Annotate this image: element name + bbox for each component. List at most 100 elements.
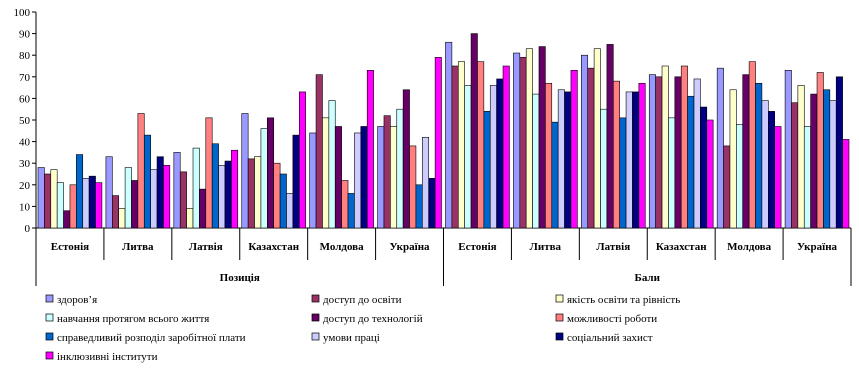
bar-position-1-series-1 [112, 195, 120, 229]
bar-position-2-series-6 [211, 143, 219, 229]
y-tick-label-6: 60 [19, 93, 31, 105]
bar-score-3-series-4 [674, 76, 682, 229]
bar-score-2-series-9 [638, 82, 646, 229]
bar-position-2-series-5 [205, 117, 213, 229]
bar-score-1-series-6 [551, 121, 559, 229]
bar-score-4-series-0 [716, 67, 724, 229]
legend-label-5: можливості роботи [567, 313, 657, 325]
x-group-label-1: Бали [635, 272, 661, 284]
y-tick-label-10: 100 [14, 7, 31, 19]
legend-label-6: справедливий розподіл заробітної плати [57, 332, 246, 344]
bar-score-4-series-3 [736, 124, 744, 229]
bar-position-1-series-8 [156, 156, 164, 229]
x-category-label: Казахстан [248, 241, 299, 253]
bar-position-4-series-3 [328, 100, 336, 229]
bar-score-3-series-0 [648, 74, 656, 229]
bar-score-3-series-9 [706, 119, 714, 229]
bar-score-1-series-3 [532, 93, 540, 229]
bar-score-5-series-7 [829, 100, 837, 229]
bar-position-4-series-0 [309, 132, 317, 229]
bar-position-3-series-4 [267, 117, 275, 229]
legend-label-1: доступ до освіти [323, 294, 402, 306]
bar-position-3-series-2 [254, 156, 262, 229]
bar-score-4-series-5 [748, 61, 756, 229]
bar-position-5-series-3 [396, 108, 404, 229]
bar-score-1-series-7 [557, 89, 565, 229]
bar-position-1-series-6 [143, 134, 151, 229]
bar-position-3-series-9 [298, 91, 306, 229]
bar-score-3-series-3 [668, 117, 676, 229]
x-category-label: Литва [530, 241, 562, 253]
bar-position-2-series-0 [173, 152, 181, 229]
bar-position-0-series-7 [82, 178, 90, 229]
legend-label-8: соціальний захист [567, 332, 653, 344]
legend-label-2: якість освіти та рівність [567, 294, 680, 306]
bar-score-1-series-1 [519, 57, 527, 229]
bar-score-1-series-0 [513, 52, 521, 229]
y-tick-label-7: 70 [19, 72, 31, 84]
bar-position-1-series-0 [105, 156, 113, 229]
bar-score-4-series-4 [742, 74, 750, 229]
bar-position-0-series-6 [76, 154, 84, 229]
bar-position-3-series-6 [279, 173, 287, 229]
bar-score-5-series-6 [823, 89, 831, 229]
bar-score-3-series-5 [680, 65, 688, 229]
bar-score-4-series-9 [774, 126, 782, 229]
bar-position-4-series-7 [354, 132, 362, 229]
x-group-label-0: Позиція [220, 272, 260, 284]
bar-score-0-series-8 [496, 78, 504, 229]
chart-labels: 0 10 20 30 40 50 60 70 80 90 100 Естонія Литва Латвія… [14, 7, 838, 284]
legend-swatch-6 [45, 332, 54, 341]
bar-score-1-series-9 [570, 70, 578, 229]
bar-score-0-series-6 [483, 111, 491, 229]
bar-position-1-series-3 [124, 167, 132, 229]
legend-swatch-7 [311, 332, 320, 341]
bar-score-2-series-6 [619, 117, 627, 229]
bar-score-0-series-9 [502, 65, 510, 229]
bar-score-2-series-5 [612, 80, 620, 229]
x-category-label: Молдова [320, 241, 364, 253]
legend-label-7: умови праці [323, 332, 380, 344]
bar-score-1-series-4 [538, 46, 546, 229]
bar-score-5-series-2 [797, 85, 805, 229]
bar-score-5-series-5 [816, 72, 824, 229]
bar-score-2-series-2 [593, 48, 601, 229]
bar-position-0-series-2 [50, 169, 58, 229]
bar-score-1-series-5 [545, 82, 553, 229]
bar-score-0-series-0 [445, 41, 453, 229]
bar-position-5-series-9 [434, 57, 442, 229]
legend-swatch-9 [45, 351, 54, 360]
legend-swatch-1 [311, 294, 320, 303]
bar-score-3-series-2 [661, 65, 669, 229]
y-tick-label-5: 50 [19, 115, 31, 127]
bar-position-2-series-9 [231, 149, 239, 229]
bar-position-1-series-5 [137, 113, 145, 229]
bar-position-1-series-7 [150, 169, 158, 229]
bar-position-2-series-1 [179, 171, 187, 229]
bar-score-4-series-2 [729, 89, 737, 229]
bar-position-4-series-4 [334, 126, 342, 229]
y-tick-label-0: 0 [25, 223, 31, 235]
bar-score-0-series-3 [464, 85, 472, 229]
bar-position-4-series-9 [366, 70, 374, 229]
bar-position-5-series-4 [402, 89, 410, 229]
bar-position-3-series-0 [241, 113, 249, 229]
bar-position-0-series-0 [37, 167, 45, 229]
bar-score-2-series-8 [632, 91, 640, 229]
bar-position-3-series-5 [273, 162, 281, 229]
y-tick-label-8: 80 [19, 50, 31, 62]
bar-position-0-series-4 [63, 210, 71, 229]
bar-score-4-series-7 [761, 100, 769, 229]
y-tick-label-4: 40 [19, 137, 31, 149]
bar-score-5-series-1 [791, 102, 799, 229]
legend-label-3: навчання протягом всього життя [57, 313, 209, 325]
x-category-label: Естонія [458, 241, 496, 253]
bar-position-0-series-8 [88, 175, 96, 229]
bar-score-4-series-1 [723, 145, 731, 229]
bar-score-1-series-8 [564, 91, 572, 229]
y-tick-label-2: 20 [19, 180, 31, 192]
bar-position-0-series-3 [56, 182, 64, 229]
bar-score-3-series-7 [693, 78, 701, 229]
bar-score-4-series-8 [767, 111, 775, 229]
